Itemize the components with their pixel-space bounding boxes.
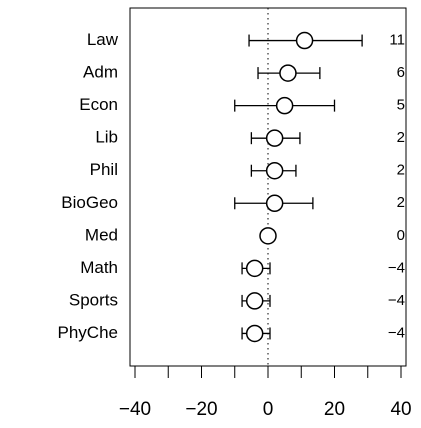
row-label: PhyChe [58, 323, 118, 342]
value-label: −4 [388, 259, 405, 276]
value-label: 2 [397, 194, 405, 211]
row-label: Lib [95, 128, 118, 147]
x-tick-label: −20 [185, 399, 217, 420]
x-tick-label: −40 [119, 399, 151, 420]
point [265, 161, 284, 180]
value-label: −4 [388, 324, 405, 341]
value-label: 5 [397, 97, 405, 114]
point [275, 96, 294, 115]
plot-frame [129, 7, 407, 367]
row-label: Math [80, 258, 118, 277]
value-label: 11 [389, 32, 405, 49]
point [245, 292, 264, 310]
row-label: Sports [69, 290, 118, 309]
row-label: Adm [83, 63, 118, 82]
point [245, 324, 264, 343]
point [279, 64, 297, 82]
x-tick-label: 40 [390, 399, 411, 420]
x-tick-label: 20 [324, 399, 345, 420]
row-label: Law [87, 30, 119, 49]
value-label: 2 [397, 129, 405, 146]
value-label: 0 [397, 227, 405, 244]
row-label: BioGeo [61, 193, 118, 212]
point [245, 259, 264, 278]
row-label: Med [85, 225, 118, 244]
value-label: −4 [388, 292, 405, 309]
row-label: Econ [79, 95, 118, 114]
value-label: 2 [397, 162, 405, 179]
row-label: Phil [90, 160, 118, 179]
point [295, 31, 314, 50]
point [259, 227, 277, 245]
x-tick-label: 0 [263, 399, 274, 420]
value-label: 6 [397, 64, 405, 81]
point [265, 129, 284, 147]
point [265, 194, 284, 213]
